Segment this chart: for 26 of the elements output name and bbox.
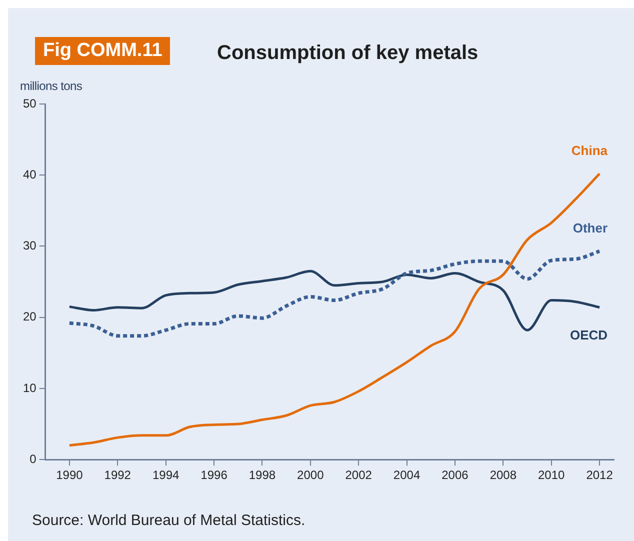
series-label: OECD — [570, 327, 608, 342]
y-tick-label: 20 — [22, 310, 37, 324]
x-tick-label: 2008 — [490, 468, 517, 482]
x-tick-label: 2002 — [345, 468, 372, 482]
x-tick-label: 1990 — [56, 468, 84, 482]
x-tick-label: 2000 — [297, 468, 324, 482]
y-tick-label: 0 — [30, 452, 37, 466]
source-note: Source: World Bureau of Metal Statistics. — [32, 512, 306, 529]
x-tick-label: 2012 — [586, 468, 614, 482]
x-tick-label: 2004 — [393, 468, 420, 482]
x-tick-label: 1998 — [248, 468, 276, 482]
y-tick-label: 50 — [22, 96, 37, 110]
chart-title: Consumption of key metals — [217, 42, 478, 65]
x-tick-label: 1992 — [104, 468, 132, 482]
x-tick-label: 1996 — [200, 468, 228, 482]
y-tick-label: 10 — [22, 380, 37, 395]
series-label: Other — [572, 220, 608, 236]
y-tick-label: 30 — [22, 238, 37, 253]
y-tick-label: 40 — [22, 167, 37, 182]
y-axis-title: millions tons — [20, 79, 82, 93]
line-series — [68, 270, 601, 332]
text: Fig COMM.11 — [35, 37, 170, 65]
x-tick-label: 1994 — [152, 468, 180, 482]
series-label: China — [571, 142, 608, 158]
x-tick-label: 2006 — [442, 468, 469, 482]
x-tick-label: 2010 — [538, 468, 566, 482]
